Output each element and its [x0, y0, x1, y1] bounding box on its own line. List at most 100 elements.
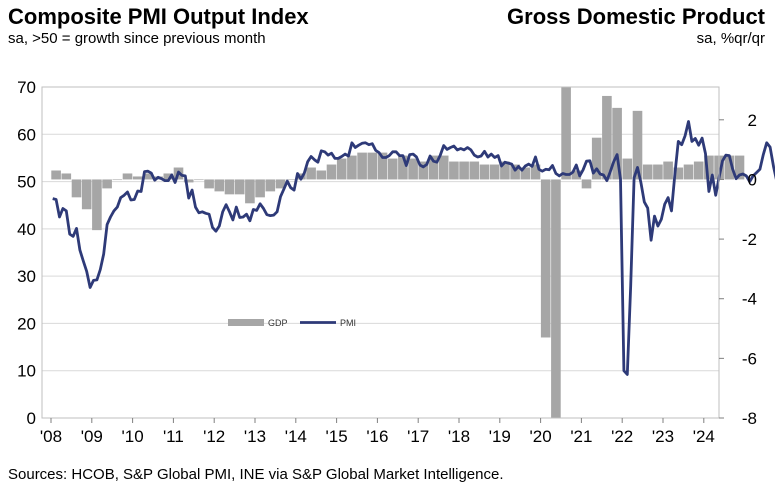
- gdp-bar: [183, 179, 194, 183]
- gdp-bar: [693, 161, 704, 180]
- gdp-bar: [265, 179, 276, 192]
- x-tick-label: '24: [693, 427, 715, 446]
- gdp-bar: [306, 167, 316, 180]
- x-tick-label: '14: [285, 427, 307, 446]
- gdp-bar: [418, 161, 429, 180]
- x-tick-label: '17: [407, 427, 429, 446]
- x-tick-label: '22: [611, 427, 633, 446]
- gdp-bar: [285, 179, 296, 181]
- gdp-bar: [224, 179, 235, 195]
- plot-frame: [41, 86, 720, 419]
- pmi-line: [52, 120, 775, 376]
- gdp-bar: [479, 164, 490, 180]
- gdp-bars: [51, 87, 745, 418]
- gdp-bar: [581, 179, 592, 189]
- gdp-bar: [357, 152, 367, 180]
- legend-gdp-label: GDP: [268, 318, 288, 328]
- right-title: Gross Domestic Product: [507, 4, 765, 29]
- gdp-bar: [663, 161, 673, 180]
- legend-gdp-swatch: [228, 319, 264, 326]
- gdp-bar: [571, 170, 582, 180]
- gdp-bar: [561, 87, 571, 180]
- y-axis-left: 0 10 20 30 40 50 60 70: [17, 78, 36, 428]
- gdp-bar: [367, 152, 378, 180]
- gdp-bar: [194, 179, 204, 181]
- gdp-bar: [683, 164, 694, 180]
- left-title: Composite PMI Output Index: [8, 4, 309, 29]
- y-left-tick-label: 10: [17, 362, 36, 381]
- gdp-bar: [408, 158, 418, 180]
- gdp-bar: [255, 179, 265, 198]
- gdp-bar: [612, 107, 622, 180]
- y-left-tick-label: 0: [27, 409, 36, 428]
- x-axis: '08 '09 '10 '11 '12 '13 '14 '15 '16 '17 '18 '19 '20 '…: [40, 418, 715, 446]
- x-tick-label: '09: [81, 427, 103, 446]
- gdp-bar: [622, 158, 633, 180]
- gdp-bar: [530, 164, 541, 180]
- y-right-tick-label: 2: [748, 111, 757, 130]
- gdp-bar: [112, 179, 123, 181]
- y-left-tick-label: 70: [17, 78, 36, 97]
- gdp-bar: [591, 137, 602, 180]
- gdp-bar: [632, 110, 643, 180]
- right-subtitle: sa, %qr/qr: [696, 30, 765, 47]
- x-tick-label: '23: [652, 427, 674, 446]
- gdp-bar: [734, 155, 745, 180]
- gdp-bar: [520, 167, 531, 180]
- gdp-bar: [540, 179, 551, 338]
- x-tick-label: '13: [244, 427, 266, 446]
- gdp-bar: [724, 155, 735, 180]
- gdp-bar: [71, 179, 82, 198]
- legend: GDP PMI: [228, 318, 356, 328]
- y-left-tick-label: 30: [17, 267, 36, 286]
- x-tick-label: '20: [530, 427, 552, 446]
- gdp-bar: [428, 155, 439, 180]
- gdp-bar: [377, 152, 388, 180]
- gdp-bar: [143, 173, 153, 180]
- left-subtitle: sa, >50 = growth since previous month: [8, 30, 266, 47]
- gdp-bar: [469, 161, 480, 180]
- y-right-tick-label: -6: [742, 349, 757, 368]
- y-left-tick-label: 20: [17, 314, 36, 333]
- source-note: Sources: HCOB, S&P Global PMI, INE via S…: [8, 466, 504, 483]
- y-right-tick-label: -8: [742, 409, 757, 428]
- gdp-bar: [214, 179, 225, 192]
- x-tick-label: '19: [489, 427, 511, 446]
- x-tick-label: '10: [122, 427, 144, 446]
- gdp-bar: [92, 179, 102, 231]
- gdp-bar: [387, 158, 398, 180]
- legend-pmi-label: PMI: [340, 318, 356, 328]
- gdp-bar: [132, 176, 143, 180]
- gdp-bar: [51, 170, 61, 180]
- gdp-bar: [336, 158, 347, 180]
- x-tick-label: '12: [203, 427, 225, 446]
- gdp-bar: [704, 155, 714, 180]
- gdp-bar: [102, 179, 112, 189]
- x-tick-label: '15: [326, 427, 348, 446]
- x-tick-label: '21: [570, 427, 592, 446]
- gdp-bar: [275, 179, 286, 189]
- gdp-bar: [122, 173, 133, 180]
- gdp-bar: [653, 164, 663, 180]
- gdp-bar: [347, 155, 357, 180]
- gdp-bar: [398, 155, 408, 180]
- gdp-bar: [449, 161, 459, 180]
- y-right-tick-label: 0: [748, 170, 757, 189]
- y-right-tick-label: -4: [742, 290, 757, 309]
- gdp-bar: [61, 173, 72, 180]
- y-left-tick-label: 50: [17, 173, 36, 192]
- gdp-bar: [510, 164, 520, 180]
- y-left-tick-label: 60: [17, 125, 36, 144]
- x-tick-label: '18: [448, 427, 470, 446]
- gdp-bar: [163, 173, 174, 180]
- x-tick-label: '11: [163, 427, 184, 446]
- gdp-bar: [438, 155, 449, 180]
- gdp-bar: [81, 179, 92, 210]
- gdp-bar: [326, 164, 337, 180]
- y-right-tick-label: -2: [742, 230, 757, 249]
- x-tick-label: '16: [366, 427, 388, 446]
- y-left-tick-label: 40: [17, 220, 36, 239]
- gdp-bar: [234, 179, 245, 195]
- x-tick-label: '08: [40, 427, 62, 446]
